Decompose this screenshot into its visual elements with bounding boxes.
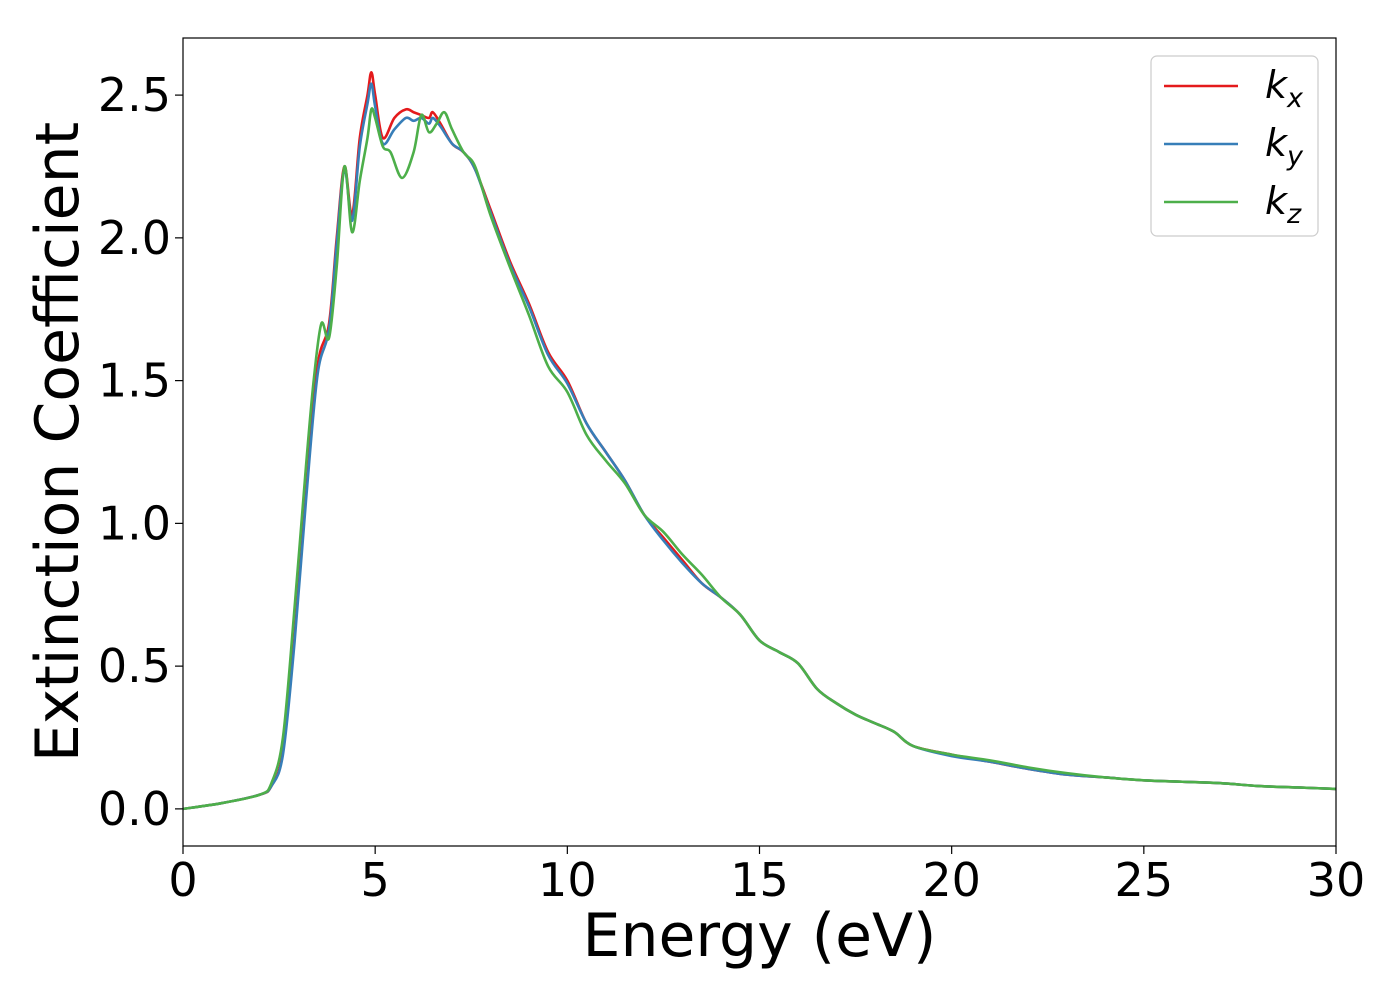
legend-label-kx: kx [1265,63,1304,114]
series-layer [183,70,1336,811]
y-tick-label: 2.0 [98,211,171,265]
legend-label-subscript: x [1286,83,1304,114]
x-tick-label: 10 [538,853,597,907]
x-tick-label: 30 [1307,853,1366,907]
y-axis: 0.0 0.5 1.0 1.5 2.0 2.5 [98,68,183,836]
x-tick-label: 5 [361,853,390,907]
x-tick-label: 25 [1115,853,1174,907]
y-tick-label: 1.0 [98,496,171,550]
x-tick-label: 0 [168,853,197,907]
series-line-kz [183,107,1336,811]
legend-label-kz: kz [1265,179,1302,230]
y-tick-label: 1.5 [98,354,171,408]
legend-label-base: k [1265,63,1289,107]
y-tick-label: 0.5 [98,639,171,693]
legend-label-base: k [1265,121,1289,165]
legend-box [1150,55,1319,237]
legend-label-ky: ky [1265,121,1304,172]
x-axis-label: Energy (eV) [583,901,937,971]
y-axis-label: Extinction Coefficient [23,122,93,762]
legend-label-base: k [1265,179,1289,223]
legend-label-subscript: y [1286,141,1304,172]
y-tick-label: 2.5 [98,68,171,122]
x-tick-label: 15 [730,853,789,907]
y-tick-label: 0.0 [98,782,171,836]
legend-label-subscript: z [1286,199,1302,230]
x-tick-label: 20 [922,853,981,907]
x-axis: 0 5 10 15 20 25 30 [168,846,1365,907]
